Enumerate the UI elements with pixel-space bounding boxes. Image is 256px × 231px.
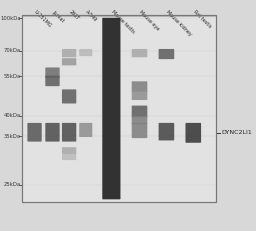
- Text: 40kDa: 40kDa: [3, 113, 20, 118]
- Text: Rat testis: Rat testis: [192, 9, 212, 29]
- FancyBboxPatch shape: [79, 123, 92, 137]
- Text: 293T: 293T: [68, 9, 80, 21]
- FancyBboxPatch shape: [45, 76, 60, 86]
- FancyBboxPatch shape: [132, 49, 147, 57]
- FancyBboxPatch shape: [159, 123, 174, 140]
- FancyBboxPatch shape: [62, 58, 76, 65]
- FancyBboxPatch shape: [62, 147, 76, 154]
- Text: Mouse kidney: Mouse kidney: [165, 9, 193, 36]
- Text: DYNC2LI1: DYNC2LI1: [221, 130, 252, 135]
- Text: Mouse eye: Mouse eye: [138, 9, 160, 31]
- Bar: [22, 15, 216, 202]
- Text: U-251MG: U-251MG: [33, 9, 53, 29]
- FancyBboxPatch shape: [185, 123, 201, 143]
- Text: A-549: A-549: [84, 9, 98, 23]
- Text: 70kDa: 70kDa: [3, 48, 20, 53]
- FancyBboxPatch shape: [132, 123, 147, 138]
- Text: 35kDa: 35kDa: [4, 134, 20, 139]
- FancyBboxPatch shape: [62, 123, 76, 142]
- FancyBboxPatch shape: [132, 81, 147, 92]
- FancyBboxPatch shape: [132, 116, 147, 124]
- FancyBboxPatch shape: [132, 91, 147, 100]
- FancyBboxPatch shape: [132, 106, 147, 117]
- Text: 25kDa: 25kDa: [3, 182, 20, 187]
- FancyBboxPatch shape: [27, 123, 42, 142]
- Text: Mouse testis: Mouse testis: [110, 9, 135, 34]
- FancyBboxPatch shape: [102, 18, 120, 199]
- Text: 55kDa: 55kDa: [3, 74, 20, 79]
- Bar: [22, 15, 216, 202]
- FancyBboxPatch shape: [159, 49, 174, 59]
- FancyBboxPatch shape: [79, 49, 92, 56]
- FancyBboxPatch shape: [62, 154, 76, 160]
- FancyBboxPatch shape: [45, 67, 60, 78]
- FancyBboxPatch shape: [62, 49, 76, 57]
- Text: Jurkat: Jurkat: [51, 9, 65, 23]
- Text: 100kDa: 100kDa: [0, 16, 20, 21]
- FancyBboxPatch shape: [62, 89, 76, 103]
- FancyBboxPatch shape: [45, 123, 60, 142]
